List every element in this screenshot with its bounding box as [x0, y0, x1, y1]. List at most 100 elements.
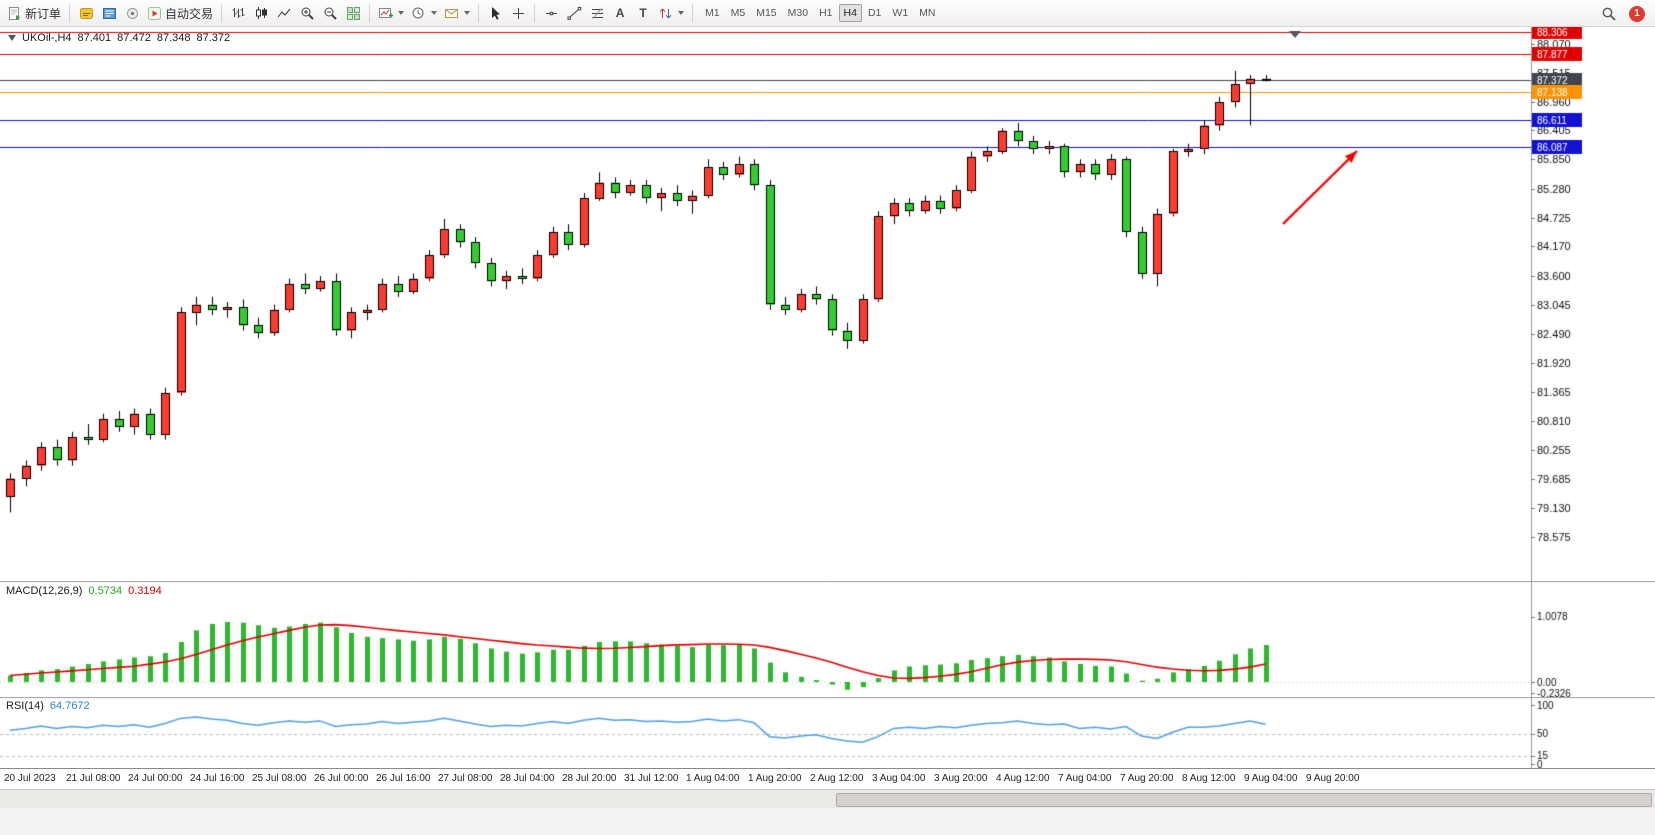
rsi-value: 64.7672 — [49, 700, 90, 712]
timeframe-button-h1[interactable]: H1 — [814, 4, 837, 22]
toolbar-right: 1 — [1598, 0, 1645, 27]
candlestick-chart-button[interactable] — [250, 2, 272, 24]
timeframe-button-mn[interactable]: MN — [914, 4, 940, 22]
candlestick-chart-icon — [255, 6, 267, 19]
timeframe-button-m15[interactable]: M15 — [751, 4, 781, 22]
fibonacci-icon — [591, 7, 603, 19]
chart-header: UKOil-,H4 87.401 87.472 87.348 87.372 — [8, 32, 230, 44]
one-click-trading-toggle-icon[interactable] — [8, 35, 16, 41]
rsi-label: RSI(14) 64.7672 — [6, 700, 90, 712]
crosshair-button[interactable] — [507, 2, 529, 24]
time-axis-label: 20 Jul 2023 — [4, 773, 56, 784]
timeframe-button-w1[interactable]: W1 — [887, 4, 913, 22]
crosshair-icon — [512, 7, 524, 19]
options-icon — [126, 7, 138, 19]
status-strip — [0, 808, 1655, 835]
line-chart-icon — [277, 8, 290, 17]
new-order-label: 新订单 — [25, 6, 62, 21]
metaeditor-button[interactable] — [75, 2, 97, 24]
macd-signal-value: 0.3194 — [128, 585, 162, 597]
time-axis-label: 28 Jul 20:00 — [562, 773, 617, 784]
macd-title: MACD(12,26,9) — [6, 585, 83, 597]
timeframe-button-m1[interactable]: M1 — [700, 4, 725, 22]
dropdown-caret-icon — [431, 11, 438, 15]
macd-main-value: 0.5734 — [88, 585, 123, 597]
timeframe-toolbar: M1 M5 M15 M30 H1 H4 D1 W1 MN — [700, 4, 940, 22]
text-tool-button[interactable]: A — [609, 2, 631, 24]
zoom-in-button[interactable] — [296, 2, 318, 24]
quote-low: 87.348 — [156, 32, 191, 44]
bar-chart-button[interactable] — [227, 2, 249, 24]
macd-indicator-panel[interactable] — [0, 581, 1655, 697]
line-chart-button[interactable] — [273, 2, 295, 24]
rsi-indicator-panel[interactable] — [0, 697, 1655, 768]
rsi-title: RSI(14) — [6, 700, 44, 712]
time-axis-label: 31 Jul 12:00 — [624, 773, 679, 784]
toolbar-separator — [221, 4, 223, 22]
time-axis-label: 1 Aug 20:00 — [748, 773, 802, 784]
arrows-objects-button[interactable] — [655, 2, 687, 24]
options-button[interactable] — [121, 2, 143, 24]
envelope-icon — [445, 8, 459, 18]
toolbar-separator — [369, 4, 371, 22]
time-axis-label: 4 Aug 12:00 — [996, 773, 1050, 784]
time-axis-label: 9 Aug 20:00 — [1306, 773, 1360, 784]
text-tool-label: A — [615, 6, 625, 20]
price-axis[interactable] — [1531, 27, 1655, 768]
bar-chart-icon — [232, 7, 245, 18]
time-axis-label: 3 Aug 20:00 — [934, 773, 988, 784]
time-axis-label: 8 Aug 12:00 — [1182, 773, 1236, 784]
time-axis-label: 24 Jul 00:00 — [128, 773, 183, 784]
time-axis[interactable]: 20 Jul 2023 21 Jul 08:00 24 Jul 00:00 24 Ju… — [0, 768, 1655, 789]
terminal-button[interactable] — [98, 2, 120, 24]
time-axis-label: 1 Aug 04:00 — [686, 773, 740, 784]
timeframe-button-d1[interactable]: D1 — [863, 4, 886, 22]
timeframe-button-m5[interactable]: M5 — [726, 4, 751, 22]
metaeditor-icon — [79, 7, 93, 19]
new-chart-icon — [379, 7, 394, 18]
autotrading-button[interactable]: 自动交易 — [144, 2, 216, 24]
arrows-icon — [659, 8, 672, 18]
fibonacci-button[interactable] — [586, 2, 608, 24]
chart-scrollbar-track[interactable] — [0, 789, 1655, 808]
tile-windows-button[interactable] — [342, 2, 364, 24]
quote-open: 87.401 — [77, 32, 112, 44]
templates-button[interactable] — [441, 2, 473, 24]
notification-badge[interactable]: 1 — [1629, 5, 1645, 22]
clock-button[interactable] — [408, 2, 440, 24]
time-axis-label: 28 Jul 04:00 — [500, 773, 555, 784]
main-price-chart[interactable] — [0, 27, 1655, 581]
toolbar-separator — [478, 4, 480, 22]
new-order-button[interactable]: 新订单 — [4, 2, 64, 24]
timeframe-button-h4[interactable]: H4 — [838, 4, 862, 22]
macd-label: MACD(12,26,9) 0.5734 0.3194 — [6, 585, 162, 597]
label-tool-label: T — [639, 6, 647, 20]
dropdown-caret-icon — [678, 11, 685, 15]
toolbar-separator — [692, 4, 694, 22]
quote-high: 87.472 — [117, 32, 151, 44]
toolbar-separator — [69, 4, 71, 22]
tile-windows-icon — [346, 6, 360, 20]
timeframe-button-m30[interactable]: M30 — [783, 4, 813, 22]
cursor-button[interactable] — [484, 2, 506, 24]
label-tool-button[interactable]: T — [632, 2, 654, 24]
horizontal-line-button[interactable] — [540, 2, 562, 24]
new-chart-button[interactable] — [375, 2, 407, 24]
time-axis-label: 7 Aug 20:00 — [1120, 773, 1174, 784]
dropdown-caret-icon — [464, 11, 471, 15]
zoom-out-button[interactable] — [319, 2, 341, 24]
time-axis-label: 26 Jul 16:00 — [376, 773, 431, 784]
time-axis-label: 7 Aug 04:00 — [1058, 773, 1112, 784]
zoom-out-icon — [324, 7, 337, 20]
clock-icon — [412, 7, 424, 18]
trendline-button[interactable] — [563, 2, 585, 24]
search-button[interactable] — [1598, 3, 1620, 25]
autotrading-label: 自动交易 — [165, 6, 214, 21]
dropdown-caret-icon — [398, 11, 405, 15]
time-axis-label: 21 Jul 08:00 — [66, 773, 121, 784]
symbol-period-label: UKOil-,H4 — [22, 32, 72, 44]
trendline-icon — [567, 6, 581, 20]
cursor-icon — [491, 6, 500, 20]
chart-scrollbar-thumb[interactable] — [836, 793, 1652, 807]
